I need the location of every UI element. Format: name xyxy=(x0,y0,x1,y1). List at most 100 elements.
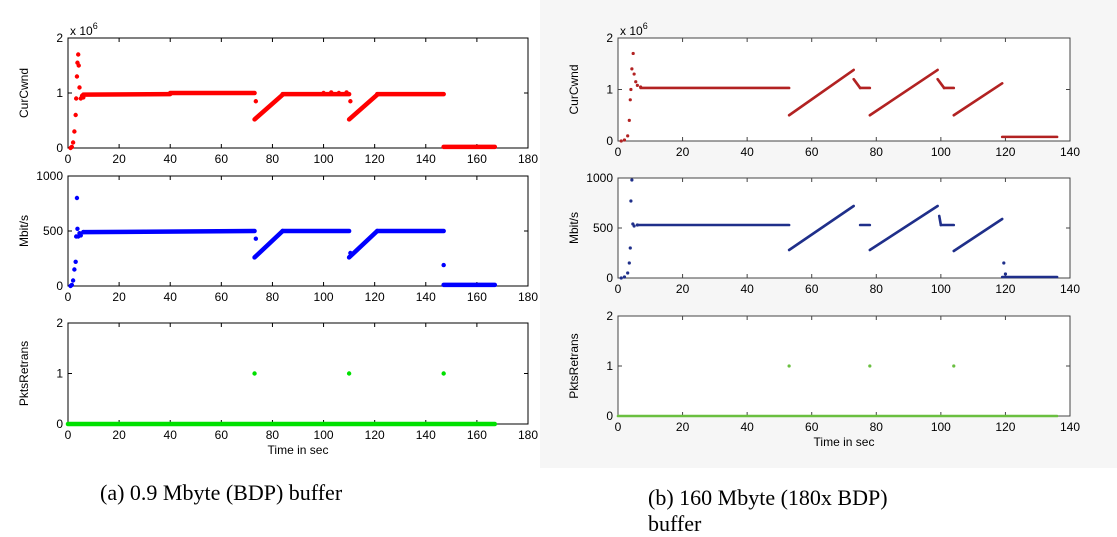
figb-row3-xtick-label: 0 xyxy=(615,420,622,434)
figb-row2-xtick-label: 60 xyxy=(805,282,819,296)
figa-row1-xtick-label: 60 xyxy=(215,152,229,166)
figb-row2-plot-frame xyxy=(617,177,1071,279)
figa-row2-xtick-label: 60 xyxy=(215,290,229,304)
figa-row3-xtick-label: 20 xyxy=(112,428,126,442)
figa-row3-xtick-label: 120 xyxy=(365,428,385,442)
figa-row3-plot-frame xyxy=(67,322,529,425)
figb-row2-data-point xyxy=(629,199,633,203)
figb-row3-xtick-label: 140 xyxy=(1060,420,1080,434)
figa-row3-xtick-label: 80 xyxy=(266,428,280,442)
figb-row3-xtick-label: 60 xyxy=(805,420,819,434)
caption-a: (a) 0.9 Mbyte (BDP) buffer xyxy=(100,480,342,506)
figb-row3-data-point xyxy=(787,364,791,368)
figb-row3-xlabel: Time in sec xyxy=(814,435,875,449)
figa-row2-ytick-label: 0 xyxy=(56,279,63,293)
figb-row1-xtick-label: 120 xyxy=(995,145,1015,159)
figb-row1-ytick-label: 0 xyxy=(606,134,613,148)
figa-row1-xtick-label: 20 xyxy=(112,152,126,166)
figb-row2-xtick-label: 0 xyxy=(615,282,622,296)
figa-row3-ylabel: PktsRetrans xyxy=(17,341,31,406)
figb-row3-ytick-label: 1 xyxy=(606,359,613,373)
figb-row1-xtick-label: 40 xyxy=(740,145,754,159)
figa-row3-xtick-label: 180 xyxy=(518,428,538,442)
figa-row3-xtick-label: 100 xyxy=(314,428,334,442)
figb-row3-xtick-label: 20 xyxy=(676,420,690,434)
figa-row1-data-point xyxy=(72,129,77,134)
figa-row3-xtick-label: 60 xyxy=(215,428,229,442)
figb-row1-chart: 0 20 40 60 80 100 120 140 0 1 2 CurCwnd x 106 xyxy=(567,21,1080,159)
figa-row3-xtick-label: 40 xyxy=(164,428,178,442)
figa-row2-xtick-label: 40 xyxy=(164,290,178,304)
figa-row2-xtick-label: 0 xyxy=(65,290,72,304)
figb-row1-data-point xyxy=(631,51,635,56)
figa-row2-data-point xyxy=(348,250,353,256)
figb-row2-data-segment xyxy=(787,204,855,252)
figa-row1-data-segment xyxy=(252,92,285,122)
caption-b-line-2: buffer xyxy=(648,511,702,536)
figb-row1-data-point xyxy=(630,67,634,71)
figb-row2-data-point xyxy=(622,275,627,279)
figa-row1-data-point xyxy=(69,144,75,150)
figa-row2-xtick-label: 120 xyxy=(365,290,385,304)
figb-row1-exponent-label: x 106 xyxy=(620,21,648,38)
figa-row1-xtick-label: 160 xyxy=(467,152,487,166)
figb-row3-xtick-label: 40 xyxy=(740,420,754,434)
figa-row1-exponent-label: x 106 xyxy=(70,21,98,38)
figa-row1-ylabel: CurCwnd xyxy=(17,68,31,118)
figb-row1-data-point xyxy=(632,72,636,76)
figa-row1-data-point xyxy=(321,90,326,96)
figa-row1-data-segment xyxy=(346,92,380,122)
figa-row1-data-point xyxy=(70,140,76,145)
figb-row2-ytick-label: 0 xyxy=(606,271,613,285)
figb-row2-ytick-label: 1000 xyxy=(586,171,613,185)
figa-row2-ytick-label: 500 xyxy=(43,224,63,238)
figa-row3-xtick-label: 0 xyxy=(65,428,72,442)
figb-row3-xtick-label: 80 xyxy=(870,420,884,434)
figa-row3-ytick-label: 2 xyxy=(56,316,63,330)
figb-row2-xtick-label: 120 xyxy=(995,282,1015,296)
figa-row2-xtick-label: 180 xyxy=(518,290,538,304)
caption-b: (b) 160 Mbyte (180x BDP) buffer xyxy=(648,485,888,537)
figa-row2-data-point xyxy=(78,233,83,238)
figb-row1-ylabel: CurCwnd xyxy=(567,64,581,114)
figa-row1-data-point xyxy=(77,85,82,90)
figb-row2-xtick-label: 20 xyxy=(676,282,690,296)
figa-row1-data-point xyxy=(76,52,81,57)
figa-row1-ytick-label: 1 xyxy=(56,86,63,100)
figa-row2-data-segment xyxy=(81,228,257,235)
figa-row2-ytick-label: 1000 xyxy=(36,169,63,183)
figb-row2-xtick-label: 140 xyxy=(1060,282,1080,296)
figa-row1-data-point xyxy=(76,63,81,68)
figb-row3-ytick-label: 0 xyxy=(606,409,613,423)
figb-row1-xtick-label: 140 xyxy=(1060,145,1080,159)
figa-row1-data-point xyxy=(348,99,353,104)
figb-row3-xtick-label: 100 xyxy=(931,420,951,434)
figa-row1-xtick-label: 120 xyxy=(365,152,385,166)
figb-row2-chart: 0 20 40 60 80 100 120 140 0 500 1000 Mbit/s xyxy=(567,171,1080,296)
figb-row2-data-segment xyxy=(937,214,943,227)
figb-row3-xtick-label: 120 xyxy=(995,420,1015,434)
figb-row2-ylabel: Mbit/s xyxy=(567,212,581,244)
figa-row2-data-point xyxy=(74,195,80,201)
figa-row3-xtick-label: 140 xyxy=(416,428,436,442)
figb-row1-data-point xyxy=(619,139,623,143)
figa-row1-ytick-label: 2 xyxy=(56,31,63,45)
figb-row2-xtick-label: 100 xyxy=(931,282,951,296)
figb-row1-data-point xyxy=(635,83,639,87)
figa-row3-chart: 0 20 40 60 80 100 120 140 160 180 0 1 2 PktsRetrans Ti… xyxy=(17,316,538,457)
figa-row2-data-point xyxy=(441,262,446,268)
figb-row2-data-point xyxy=(630,178,634,182)
figb-row2-data-point xyxy=(626,271,630,275)
figb-row2-data-point xyxy=(1003,272,1008,276)
figa-row1-xtick-label: 40 xyxy=(164,152,178,166)
figa-row1-data-point xyxy=(336,90,342,96)
figb-row2-data-point xyxy=(619,276,623,280)
figb-row1-data-point xyxy=(628,98,632,102)
figa-row1-data-point xyxy=(73,112,78,118)
figb-row2-data-point xyxy=(628,246,632,250)
figb-row3-data-point xyxy=(868,364,872,368)
figa-row3-data-point xyxy=(346,371,352,376)
figb-row1-data-segment xyxy=(852,77,862,90)
figb-row1-data-segment xyxy=(936,77,946,90)
